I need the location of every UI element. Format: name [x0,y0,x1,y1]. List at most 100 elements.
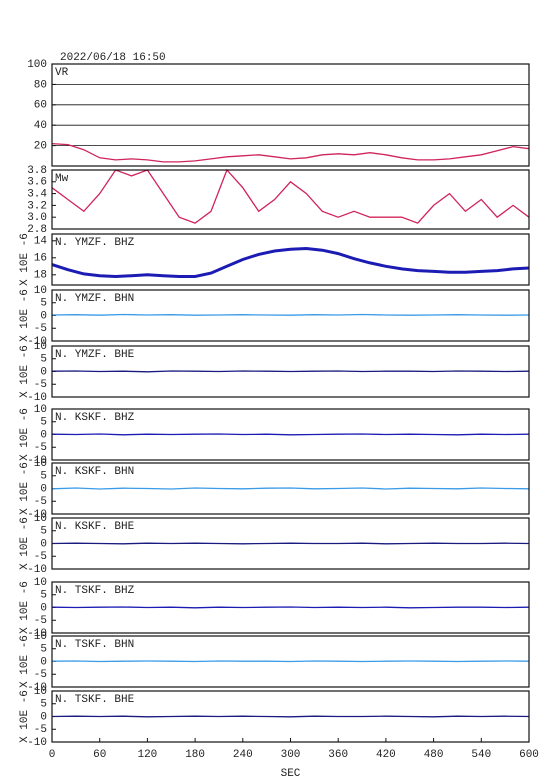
y-tick-label: -5 [34,724,47,736]
trace [51,660,530,663]
y-tick-label: 0 [40,366,47,378]
chart-title: 2022/06/18 16:50 [60,52,166,64]
panel-label: N. TSKF. BHZ [55,585,135,597]
x-tick-label: 600 [519,749,539,761]
panel-frame [51,517,530,570]
y-tick-label: 3.4 [27,189,47,201]
y-tick-label: 20 [34,141,47,153]
y-tick-label: -10 [27,682,47,694]
panel-label: N. YMZF. BHZ [55,237,135,249]
y-tick-label: 10 [34,341,47,353]
x-tick-label: 300 [281,749,301,761]
trace [51,542,530,545]
x-tick-label: 360 [328,749,348,761]
panel-frame [51,63,530,167]
x-tick-label: 480 [424,749,444,761]
y-tick-label: 10 [34,285,47,297]
trace [51,433,530,436]
x-tick-label: 0 [49,749,56,761]
y-tick-label: 0 [40,711,47,723]
y-tick-label: 5 [40,644,47,656]
panel-frame [51,169,530,230]
panel-label: VR [55,67,69,79]
x-tick-label: 180 [185,749,205,761]
trace [51,246,530,279]
y-tick-label: -5 [34,379,47,391]
panel-label: N. TSKF. BHE [55,694,135,706]
panel-frame [51,635,530,688]
y-tick-label: 0 [40,538,47,550]
panel-label: N. TSKF. BHN [55,639,134,651]
y-axis-label: X 10E -6 [19,581,31,634]
y-tick-label: -10 [27,455,47,467]
y-tick-label: -5 [34,669,47,681]
trace [51,370,530,373]
trace [51,715,530,718]
y-axis-label: X 10E -6 [19,289,31,342]
y-tick-label: -10 [27,336,47,348]
y-tick-label: 16 [34,253,47,265]
y-tick-label: 10 [34,577,47,589]
panel-label: N. YMZF. BHN [55,293,134,305]
panel-frame [51,408,530,461]
y-axis-label: X 10E -6 [19,635,31,688]
y-tick-label: -10 [27,564,47,576]
y-tick-label: -5 [34,496,47,508]
y-tick-label: 10 [34,686,47,698]
panel-frame [51,345,530,398]
y-tick-label: 5 [40,471,47,483]
y-tick-label: -10 [27,509,47,521]
y-tick-label: 5 [40,590,47,602]
panel-label: N. YMZF. BHE [55,349,135,361]
y-tick-label: 10 [34,458,47,470]
panel-frame [51,581,530,634]
y-axis-label: X 10E -6 [19,408,31,461]
y-tick-label: 18 [34,270,47,282]
y-tick-label: 3.8 [27,165,47,177]
y-axis-label: X 10E -6 [19,462,31,515]
y-tick-label: 5 [40,699,47,711]
y-tick-label: 14 [34,236,48,248]
y-tick-label: 0 [40,602,47,614]
trace [51,487,530,490]
panel-label: N. KSKF. BHN [55,466,134,478]
x-tick-label: 540 [471,749,491,761]
y-tick-label: -10 [27,628,47,640]
y-tick-label: 80 [34,79,47,91]
panel-label: N. KSKF. BHE [55,521,135,533]
x-tick-label: 120 [137,749,157,761]
panel-label: N. KSKF. BHZ [55,412,135,424]
y-tick-label: 40 [34,120,47,132]
y-tick-label: 3.2 [27,200,47,212]
y-tick-label: 0 [40,429,47,441]
x-tick-label: 420 [376,749,396,761]
y-tick-label: 5 [40,298,47,310]
x-tick-label: 240 [233,749,253,761]
y-tick-label: -5 [34,551,47,563]
y-tick-label: 10 [34,404,47,416]
trace [51,606,530,609]
y-tick-label: 5 [40,526,47,538]
y-tick-label: -5 [34,442,47,454]
panel-label: Mw [55,173,69,185]
y-tick-label: 0 [40,656,47,668]
y-tick-label: 60 [34,100,47,112]
y-tick-label: -10 [27,392,47,404]
x-tick-label: 60 [93,749,106,761]
y-tick-label: 10 [34,631,47,643]
y-tick-label: 3.6 [27,177,47,189]
y-axis-label: X 10E -6 [19,345,31,398]
y-tick-label: -10 [27,737,47,749]
y-axis-label: X 10E -6 [19,233,31,286]
trace [51,313,530,316]
y-tick-label: 5 [40,354,47,366]
panel-frame [51,289,530,342]
y-tick-label: 2.8 [27,224,47,236]
trace [51,168,530,224]
y-tick-label: -5 [34,615,47,627]
y-tick-label: 100 [27,59,47,71]
y-tick-label: -5 [34,323,47,335]
x-axis-label: SEC [281,768,301,780]
y-tick-label: 3.0 [27,212,47,224]
